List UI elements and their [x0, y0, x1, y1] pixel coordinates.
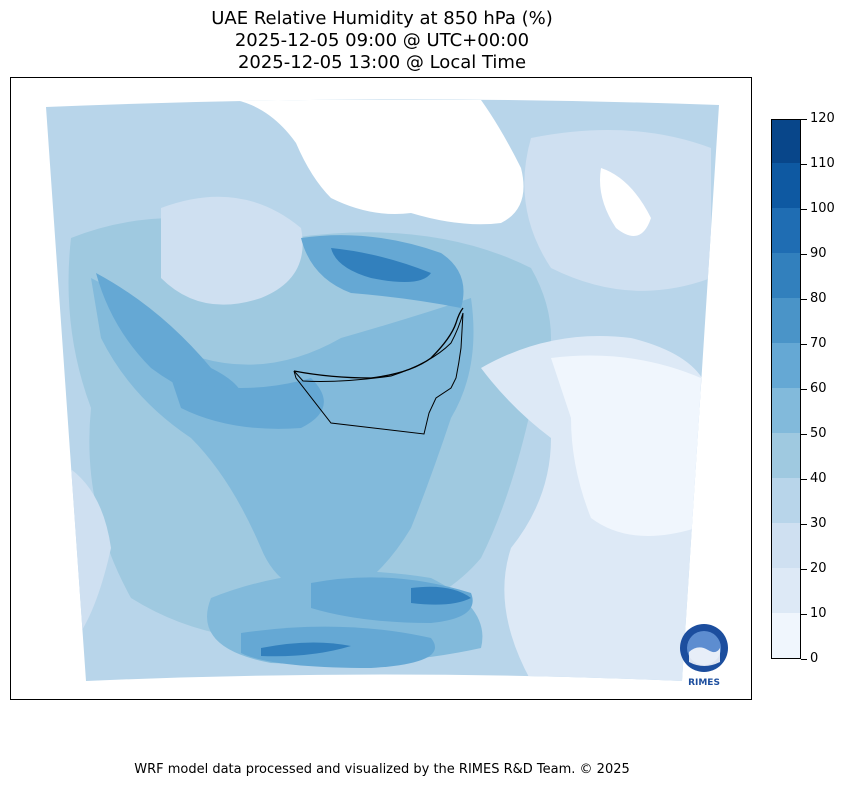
colorbar-tick-label: 70: [810, 336, 827, 351]
rimes-logo-icon: RIMES: [678, 622, 730, 688]
colorbar-tick: [801, 164, 807, 165]
no-data-north: [236, 100, 524, 225]
colorbar-tick: [801, 659, 807, 660]
colorbar-tick: [801, 299, 807, 300]
colorbar-tick-label: 0: [810, 651, 819, 666]
colorbar-segment: [772, 342, 800, 388]
map-title: UAE Relative Humidity at 850 hPa (%): [211, 8, 553, 29]
local-timestamp: 2025-12-05 13:00 @ Local Time: [237, 52, 527, 73]
colorbar-segment: [772, 162, 800, 208]
utc-timestamp: 2025-12-05 09:00 @ UTC+00:00: [234, 30, 530, 51]
uae-coastline: [293, 307, 464, 379]
colorbar-tick-label: 120: [810, 111, 835, 126]
colorbar-segment: [772, 297, 800, 343]
colorbar-segment: [772, 432, 800, 478]
logo-label: RIMES: [688, 678, 720, 688]
colorbar-tick-label: 100: [810, 201, 835, 216]
colorbar-tick: [801, 524, 807, 525]
rh-band-60-70-band-a: [96, 273, 243, 408]
colorbar-tick-label: 40: [810, 471, 827, 486]
colorbar-tick-label: 20: [810, 561, 827, 576]
rh-band-70-80-streak-b: [411, 586, 471, 605]
colorbar-segment: [772, 207, 800, 253]
footer-credit: WRF model data processed and visualized …: [134, 762, 630, 777]
uae-boundary: [293, 312, 464, 435]
rh-band-0-10-east: [551, 355, 701, 536]
colorbar-tick-label: 50: [810, 426, 827, 441]
colorbar-tick-label: 90: [810, 246, 827, 261]
colorbar-tick: [801, 434, 807, 435]
colorbar-segment: [772, 120, 800, 163]
rh-band-20-30-north: [161, 196, 303, 305]
colorbar-segment: [772, 387, 800, 433]
rh-band-70-80-streak-c: [261, 642, 351, 657]
colorbar-tick: [801, 614, 807, 615]
colorbar-tick: [801, 254, 807, 255]
colorbar-segment: [772, 477, 800, 523]
colorbar-tick-label: 60: [810, 381, 827, 396]
colorbar-tick-label: 30: [810, 516, 827, 531]
humidity-map: [46, 99, 719, 681]
rh-band-60-70-band-c: [171, 378, 324, 429]
colorbar-tick: [801, 119, 807, 120]
colorbar-tick-label: 10: [810, 606, 827, 621]
colorbar-tick: [801, 569, 807, 570]
colorbar-segment: [772, 252, 800, 298]
no-data-northeast: [600, 168, 651, 236]
map-panel: [10, 77, 752, 700]
colorbar-tick: [801, 479, 807, 480]
rh-band-70-80-streak-a: [331, 248, 431, 282]
colorbar-tick: [801, 389, 807, 390]
colorbar-segment: [772, 522, 800, 568]
colorbar-segment: [772, 612, 800, 658]
colorbar-tick-label: 110: [810, 156, 835, 171]
colorbar-tick: [801, 209, 807, 210]
colorbar-tick: [801, 344, 807, 345]
colorbar-segment: [772, 567, 800, 613]
colorbar-tick-label: 80: [810, 291, 827, 306]
colorbar: [771, 119, 801, 659]
